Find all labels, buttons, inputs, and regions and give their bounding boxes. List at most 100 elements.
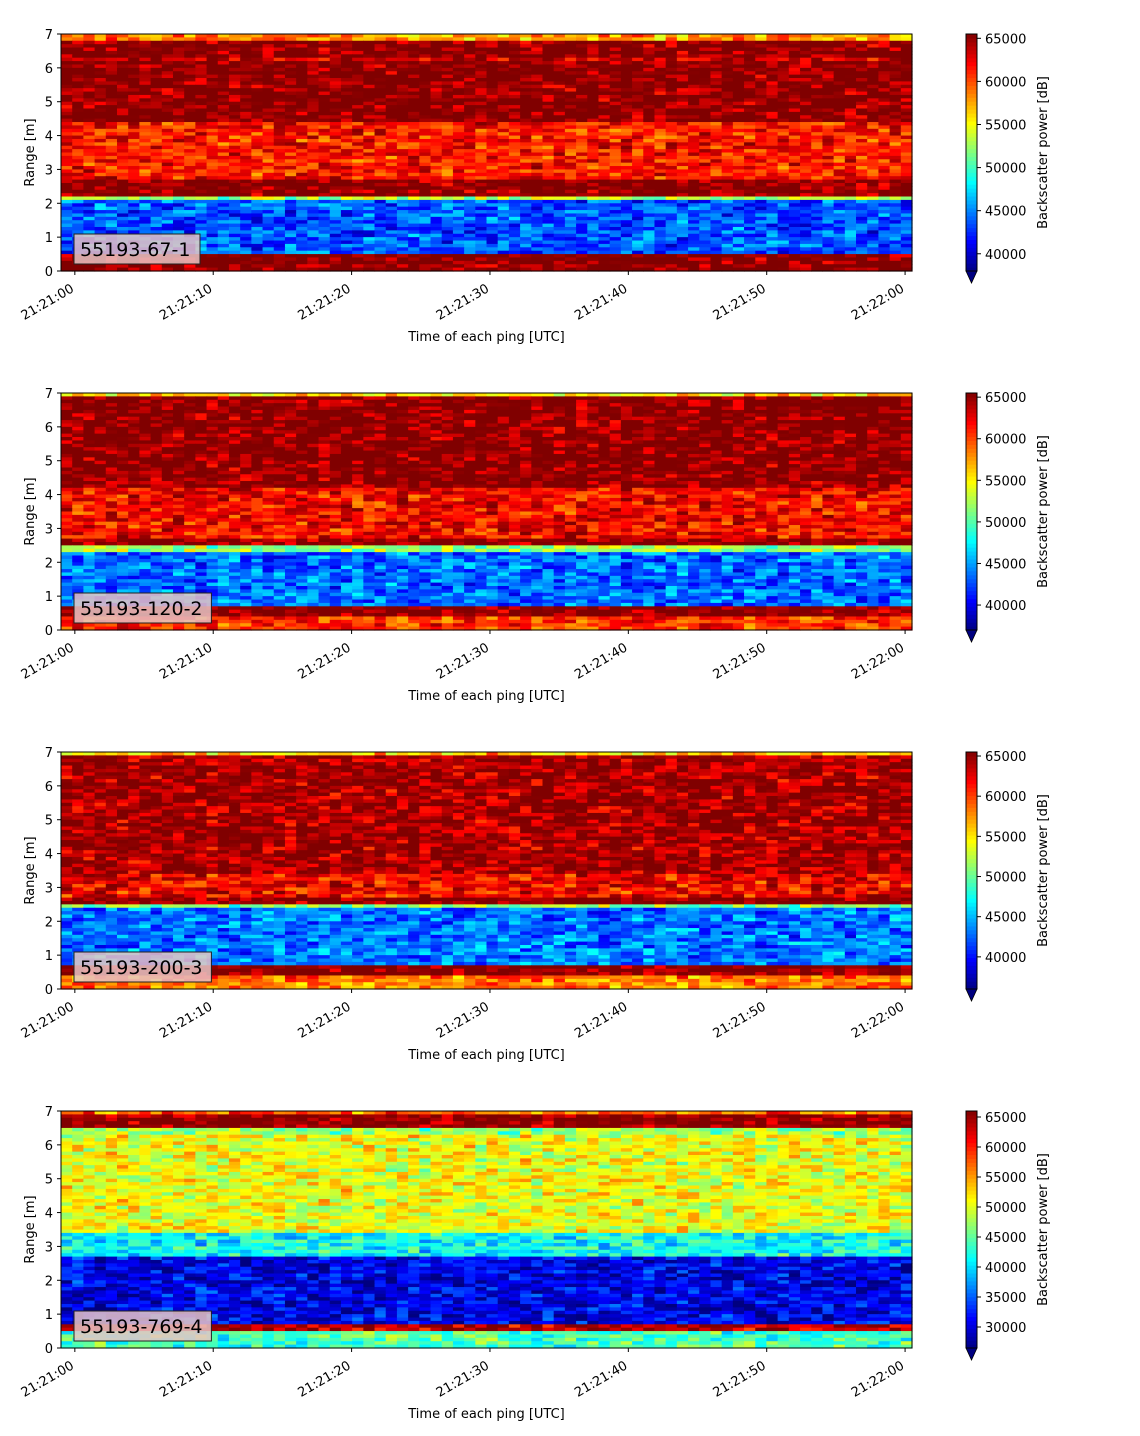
heatmap-cell <box>172 132 185 137</box>
heatmap-cell <box>755 142 768 147</box>
heatmap-cell <box>61 155 73 160</box>
heatmap-cell <box>161 145 174 150</box>
heatmap-cell <box>161 88 174 93</box>
heatmap-cell <box>665 40 678 45</box>
heatmap-cell <box>643 71 656 76</box>
heatmap-cell <box>94 105 107 110</box>
heatmap-cell <box>486 44 499 49</box>
heatmap-cell <box>788 179 801 184</box>
heatmap-cell <box>128 64 140 69</box>
heatmap-cell <box>307 40 320 45</box>
heatmap-cell <box>184 152 196 157</box>
heatmap-cell <box>464 145 476 150</box>
heatmap-cell <box>475 71 488 76</box>
heatmap-cell <box>587 111 600 116</box>
heatmap-cell <box>284 40 297 45</box>
heatmap-cell <box>643 159 656 164</box>
heatmap-cell <box>878 94 891 99</box>
heatmap-cell <box>128 67 140 72</box>
heatmap-cell <box>811 172 824 177</box>
heatmap-cell <box>721 162 734 167</box>
heatmap-cell <box>900 176 913 181</box>
heatmap-cell <box>699 61 712 66</box>
heatmap-cell <box>396 91 409 96</box>
heatmap-cell <box>811 78 824 82</box>
heatmap-cell <box>363 125 376 130</box>
heatmap-cell <box>822 169 835 174</box>
heatmap-cell <box>889 71 902 76</box>
heatmap-cell <box>856 37 868 42</box>
heatmap-cell <box>408 67 420 72</box>
heatmap-cell <box>318 54 331 59</box>
heatmap-cell <box>867 37 880 42</box>
heatmap-cell <box>195 193 208 198</box>
heatmap-cell <box>710 50 723 55</box>
heatmap-cell <box>699 122 712 127</box>
heatmap-cell <box>710 94 723 99</box>
heatmap-cell <box>94 108 107 113</box>
heatmap-cell <box>542 40 555 45</box>
heatmap-cell <box>262 108 275 113</box>
heatmap-cell <box>643 176 656 181</box>
heatmap-cell <box>497 125 510 130</box>
heatmap-cell <box>228 155 241 160</box>
heatmap-cell <box>497 169 510 174</box>
heatmap-cell <box>598 54 611 59</box>
heatmap-cell <box>318 172 331 177</box>
heatmap-cell <box>385 50 398 55</box>
heatmap-cell <box>755 152 768 157</box>
heatmap-cell <box>172 115 185 120</box>
heatmap-cell <box>83 47 96 52</box>
heatmap-cell <box>385 122 398 127</box>
heatmap-cell <box>889 189 902 194</box>
heatmap-cell <box>643 179 656 184</box>
heatmap-cell <box>508 186 521 191</box>
heatmap-cell <box>184 176 196 181</box>
heatmap-cell <box>531 37 544 42</box>
heatmap-cell <box>777 47 790 52</box>
heatmap-cell <box>296 155 308 160</box>
heatmap-cell <box>284 74 297 79</box>
heatmap-cell <box>430 98 443 103</box>
heatmap-cell <box>598 155 611 160</box>
heatmap-cell <box>251 111 264 116</box>
heatmap-cell <box>665 166 678 171</box>
heatmap-cell <box>408 176 420 181</box>
heatmap-cell <box>643 145 656 150</box>
heatmap-cell <box>116 193 129 198</box>
heatmap-cell <box>408 193 420 198</box>
heatmap-cell <box>464 94 476 99</box>
heatmap-cell <box>307 47 320 52</box>
heatmap-cell <box>251 162 264 167</box>
heatmap-cell <box>777 162 790 167</box>
heatmap-cell <box>878 152 891 157</box>
heatmap-cell <box>654 159 667 164</box>
heatmap-cell <box>609 176 622 181</box>
heatmap-cell <box>116 118 129 123</box>
heatmap-cell <box>94 98 107 103</box>
heatmap-cell <box>878 44 891 49</box>
heatmap-cell <box>564 122 577 127</box>
heatmap-cell <box>497 122 510 127</box>
heatmap-cell <box>587 78 600 82</box>
heatmap-cell <box>721 135 734 140</box>
heatmap-cell <box>867 44 880 49</box>
heatmap-cell <box>721 111 734 116</box>
heatmap-cell <box>889 159 902 164</box>
heatmap-cell <box>643 67 656 72</box>
heatmap-cell <box>676 149 689 154</box>
heatmap-cell <box>508 91 521 96</box>
heatmap-cell <box>497 186 510 191</box>
heatmap-cell <box>833 142 846 147</box>
heatmap-cell <box>228 115 241 120</box>
heatmap-cell <box>363 159 376 164</box>
heatmap-cell <box>150 98 163 103</box>
heatmap-cell <box>710 132 723 137</box>
heatmap-cell <box>889 40 902 45</box>
heatmap-cell <box>564 50 577 55</box>
heatmap-cell <box>385 74 398 79</box>
heatmap-cell <box>318 142 331 147</box>
heatmap-cell <box>744 186 756 191</box>
heatmap-cell <box>844 159 857 164</box>
heatmap-cell <box>800 142 812 147</box>
